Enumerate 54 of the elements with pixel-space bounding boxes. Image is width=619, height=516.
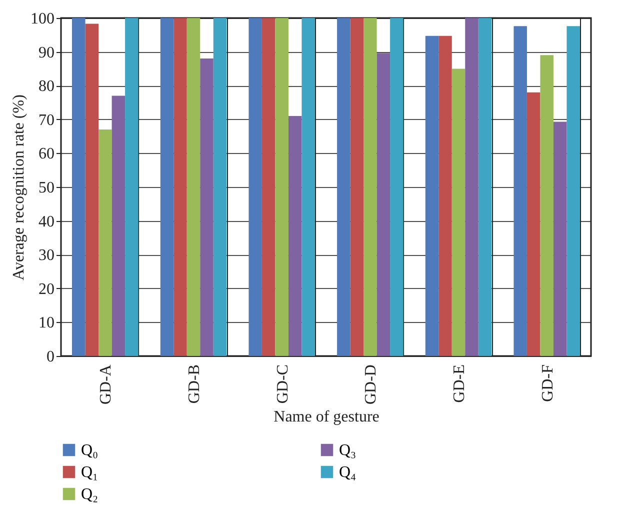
x-tick-label: GD-F [539, 364, 556, 402]
x-tick-label: GD-E [451, 364, 468, 403]
bar [213, 18, 227, 356]
bar [288, 116, 302, 356]
y-tick-label: 60 [38, 146, 54, 163]
y-tick-label: 80 [38, 78, 54, 96]
y-tick-label: 20 [38, 280, 54, 298]
bar [337, 18, 350, 356]
legend-label: Q₂ [81, 486, 98, 503]
legend-label: Q₀ [81, 442, 98, 459]
bar [160, 18, 174, 356]
bar [390, 18, 404, 356]
bar [275, 18, 288, 356]
y-tick-label: 10 [38, 314, 54, 332]
y-tick-label: 50 [38, 180, 54, 196]
bar [72, 18, 86, 356]
bar [526, 92, 540, 356]
legend-label: Q₃ [339, 442, 356, 459]
x-tick-label: GD-B [186, 364, 203, 404]
x-axis-title: Name of gesture [274, 408, 380, 426]
bar [540, 55, 554, 356]
bar [452, 68, 466, 356]
bar [85, 24, 99, 356]
bar [514, 26, 527, 356]
bar [248, 18, 262, 356]
bar [200, 58, 214, 356]
y-tick-label: 100 [30, 10, 54, 28]
bar [376, 53, 390, 356]
bar [364, 18, 377, 356]
y-tick-label: 0 [46, 348, 54, 366]
legend-label: Q₄ [339, 464, 357, 481]
bar [302, 18, 315, 356]
bar [438, 36, 452, 356]
bar [478, 18, 492, 356]
y-tick-label: 90 [38, 44, 54, 62]
bar [174, 18, 187, 356]
x-tick-label: GD-D [362, 364, 380, 404]
bar [186, 18, 200, 356]
y-axis-title: Average recognition rate (%) [10, 94, 28, 280]
bar [465, 18, 478, 356]
y-tick-label: 40 [38, 213, 54, 230]
bar [350, 18, 364, 356]
bar [98, 130, 112, 356]
bar [566, 26, 580, 356]
bar [112, 96, 126, 356]
bar [262, 18, 276, 356]
bar [425, 36, 439, 356]
bar [125, 18, 138, 356]
x-tick-label: GD-C [274, 364, 292, 404]
y-tick-label: 70 [38, 112, 54, 129]
bar [553, 122, 567, 356]
x-tick-label: GD-A [98, 364, 115, 404]
legend-label: Q₁ [81, 464, 98, 481]
y-tick-label: 30 [38, 247, 54, 264]
